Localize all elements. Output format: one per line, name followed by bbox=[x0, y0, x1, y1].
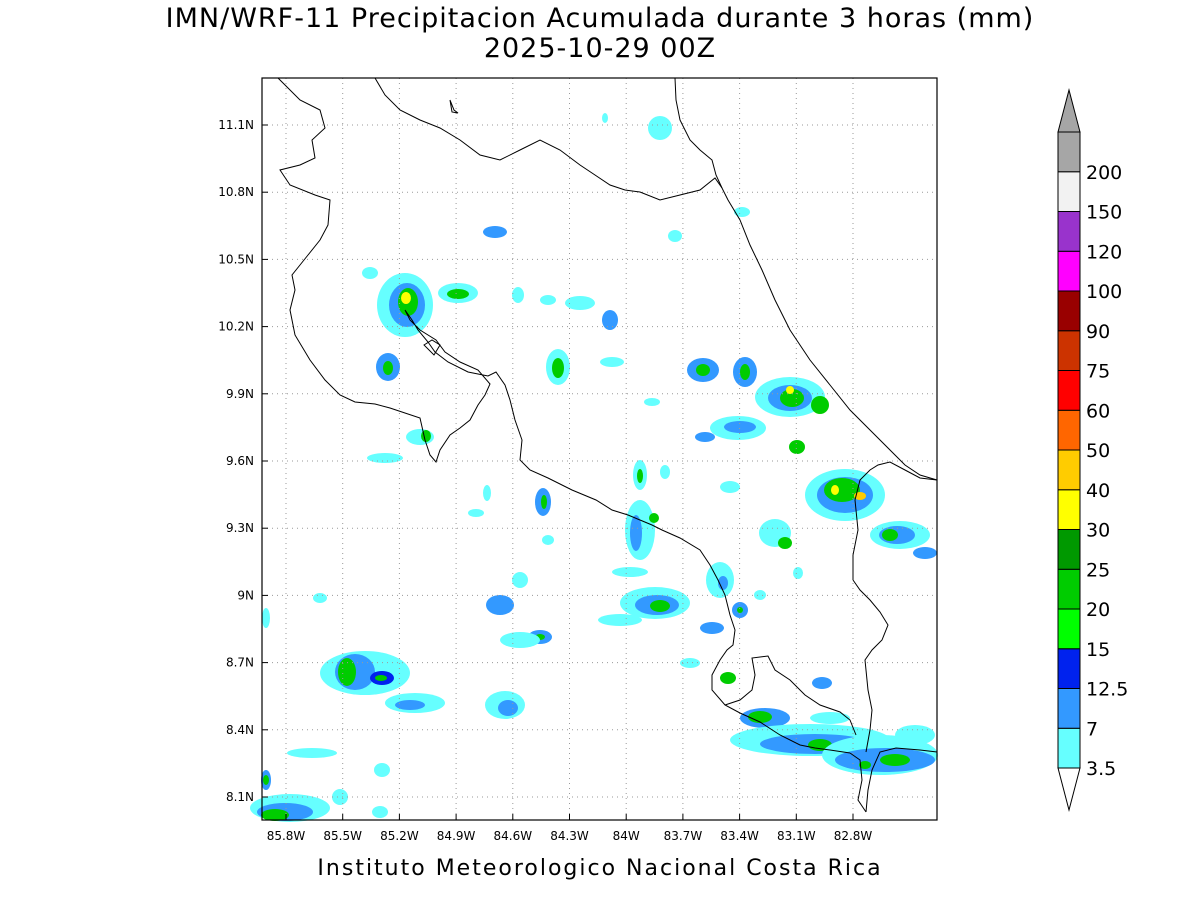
map-frame-bg bbox=[262, 78, 937, 820]
x-tick-label: 84.6W bbox=[494, 829, 533, 843]
colorbar-label: 150 bbox=[1086, 202, 1122, 224]
map-grid bbox=[262, 78, 937, 820]
x-tick-label: 84.3W bbox=[550, 829, 589, 843]
y-tick-label: 10.8N bbox=[218, 185, 254, 199]
colorbar-label: 90 bbox=[1086, 321, 1110, 343]
map-title: IMN/WRF-11 Precipitacion Acumulada duran… bbox=[165, 3, 1035, 34]
colorbar-label: 50 bbox=[1086, 440, 1110, 462]
colorbar-segment bbox=[1057, 449, 1081, 491]
colorbar-segment bbox=[1057, 409, 1081, 451]
colorbar-min-arrow bbox=[1057, 767, 1081, 812]
colorbar-segment bbox=[1057, 568, 1081, 610]
colorbar-label: 20 bbox=[1086, 599, 1110, 621]
y-tick-label: 9.6N bbox=[226, 454, 254, 468]
colorbar-segment bbox=[1057, 290, 1081, 332]
y-tick-label: 9.3N bbox=[226, 521, 254, 535]
precipitation-field bbox=[250, 113, 938, 822]
colorbar-label: 100 bbox=[1086, 281, 1122, 303]
colorbar-label: 3.5 bbox=[1086, 758, 1116, 780]
colorbar-segment bbox=[1057, 727, 1081, 769]
colorbar-label: 40 bbox=[1086, 480, 1110, 502]
colorbar-label: 120 bbox=[1086, 241, 1122, 263]
y-tick-label: 8.1N bbox=[226, 790, 254, 804]
x-tick-label: 83.4W bbox=[720, 829, 759, 843]
x-tick-label: 83.7W bbox=[664, 829, 703, 843]
colorbar-max-arrow bbox=[1057, 88, 1081, 133]
colorbar-segment bbox=[1057, 648, 1081, 689]
colorbar-label: 7 bbox=[1086, 718, 1098, 740]
colorbar-segment bbox=[1057, 688, 1081, 729]
colorbar-segment bbox=[1057, 330, 1081, 371]
map-subtitle: 2025-10-29 00Z bbox=[483, 33, 717, 64]
colorbar-label: 25 bbox=[1086, 559, 1110, 581]
map-footer: Instituto Meteorologico Nacional Costa R… bbox=[317, 856, 883, 881]
colorbar-label: 30 bbox=[1086, 520, 1110, 542]
x-axis: 85.8W 85.5W 85.2W 84.9W 84.6W 84.3W 84W 83.7W 83… bbox=[267, 814, 873, 843]
colorbar-label: 12.5 bbox=[1086, 679, 1128, 701]
y-tick-label: 8.4N bbox=[226, 723, 254, 737]
country-border bbox=[674, 77, 938, 753]
colorbar-segment bbox=[1057, 211, 1081, 252]
x-tick-label: 84.9W bbox=[437, 829, 476, 843]
colorbar-segment bbox=[1057, 171, 1081, 212]
colorbar-segment bbox=[1057, 489, 1081, 530]
x-tick-label: 85.2W bbox=[380, 829, 419, 843]
y-tick-label: 9N bbox=[237, 588, 254, 602]
colorbar-label: 200 bbox=[1086, 162, 1122, 184]
y-tick-label: 8.7N bbox=[226, 656, 254, 670]
coastline bbox=[277, 77, 938, 813]
x-tick-label: 83.1W bbox=[777, 829, 816, 843]
x-tick-label: 84W bbox=[613, 829, 640, 843]
colorbar-segment bbox=[1057, 529, 1081, 570]
colorbar-segment bbox=[1057, 131, 1081, 173]
x-tick-label: 82.8W bbox=[834, 829, 873, 843]
colorbar-label: 60 bbox=[1086, 400, 1110, 422]
colorbar-label: 15 bbox=[1086, 639, 1110, 661]
x-tick-label: 85.5W bbox=[323, 829, 362, 843]
y-tick-label: 10.5N bbox=[218, 252, 254, 266]
colorbar-segment bbox=[1057, 370, 1081, 411]
x-tick-label: 85.8W bbox=[267, 829, 306, 843]
colorbar-segment bbox=[1057, 250, 1081, 292]
colorbar-segment bbox=[1057, 608, 1081, 650]
colorbar-label: 75 bbox=[1086, 361, 1110, 383]
y-tick-label: 9.9N bbox=[226, 387, 254, 401]
y-tick-label: 11.1N bbox=[218, 118, 254, 132]
y-tick-label: 10.2N bbox=[218, 320, 254, 334]
colorbar: 3.5 7 12.5 15 20 25 30 40 50 60 75 90 100 120 150 200 bbox=[1057, 88, 1128, 812]
map-frame bbox=[261, 77, 938, 821]
y-axis: 11.1N 10.8N 10.5N 10.2N 9.9N 9.6N 9.3N 9N 8.7N 8.… bbox=[218, 118, 268, 804]
